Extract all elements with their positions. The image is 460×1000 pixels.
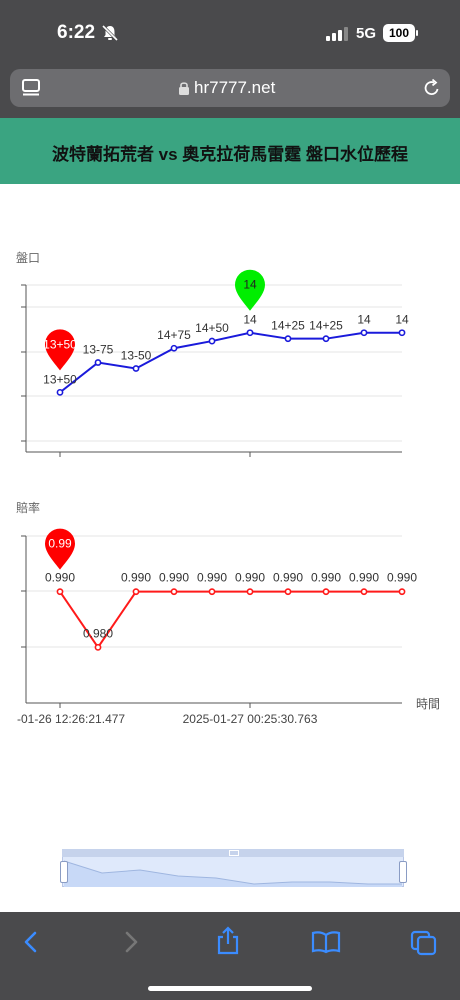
battery-indicator: 100 [383, 24, 415, 42]
reader-icon[interactable] [22, 79, 42, 97]
data-label: 0.990 [387, 571, 417, 585]
data-label: 0.990 [273, 571, 303, 585]
marker-pin[interactable] [45, 329, 75, 371]
bell-slash-icon [101, 24, 119, 42]
slider-grip-icon[interactable] [229, 850, 239, 856]
signal-icon [326, 27, 348, 41]
forward-icon[interactable] [120, 930, 142, 954]
data-point[interactable] [246, 329, 254, 337]
data-point[interactable] [284, 588, 292, 596]
data-label: 14 [243, 313, 257, 327]
slider-top-bar[interactable] [62, 849, 404, 857]
data-point[interactable] [56, 388, 64, 396]
back-icon[interactable] [20, 930, 42, 954]
x-axis-label: 時間 [416, 697, 440, 711]
data-label: 0.990 [197, 571, 227, 585]
y-axis-label: 賠率 [16, 500, 40, 515]
x-tick-label: 2025-01-27 00:25:30.763 [183, 712, 318, 726]
data-point[interactable] [322, 588, 330, 596]
data-point[interactable] [322, 335, 330, 343]
marker-label: 13+50 [43, 337, 77, 351]
marker-pin[interactable] [45, 528, 75, 570]
slider-handle-right[interactable] [399, 861, 407, 883]
data-point[interactable] [246, 588, 254, 596]
data-label: 14+25 [309, 319, 343, 333]
series-line [59, 590, 402, 650]
browser-bottom-toolbar [0, 912, 460, 1000]
reload-icon[interactable] [422, 78, 442, 98]
data-point[interactable] [284, 335, 292, 343]
data-label: 13-75 [83, 343, 114, 357]
marker-pin[interactable] [235, 269, 265, 311]
data-point[interactable] [208, 588, 216, 596]
battery-tip [416, 30, 418, 36]
x-tick-label: -01-26 12:26:21.477 [17, 712, 125, 726]
lock-icon [179, 82, 189, 95]
data-label: 14+50 [195, 321, 229, 335]
slider-handle-left[interactable] [60, 861, 68, 883]
address-bar[interactable]: hr7777.net [10, 69, 450, 107]
series-line [59, 331, 402, 394]
data-label: 0.990 [311, 571, 341, 585]
data-label: 0.990 [235, 571, 265, 585]
network-label: 5G [356, 25, 377, 42]
url-text[interactable]: hr7777.net [194, 78, 276, 97]
data-label: 14 [395, 313, 409, 327]
status-time: 6:22 [57, 22, 96, 43]
data-point[interactable] [398, 329, 406, 337]
data-point[interactable] [360, 588, 368, 596]
slider-preview-line [63, 860, 402, 887]
data-label: 13-50 [121, 349, 152, 363]
data-point[interactable] [360, 329, 368, 337]
share-icon[interactable] [215, 926, 241, 956]
data-label: 13+50 [43, 372, 77, 386]
data-zoom-slider[interactable] [60, 849, 407, 887]
data-point[interactable] [94, 359, 102, 366]
data-point[interactable] [170, 344, 178, 352]
data-label: 0.990 [45, 571, 75, 585]
data-point[interactable] [94, 643, 102, 651]
data-point[interactable] [132, 365, 140, 372]
data-point[interactable] [398, 588, 406, 596]
marker-label: 0.99 [48, 537, 72, 551]
odds-history-charts: 盤口 13+50 13-75 13-50 14+75 14+50 14 14+25 14+25 1… [16, 251, 440, 726]
page-title: 波特蘭拓荒者 vs 奧克拉荷馬雷霆 盤口水位歷程 [51, 145, 409, 164]
data-label: 0.990 [349, 571, 379, 585]
data-label: 0.980 [83, 626, 113, 640]
data-point[interactable] [170, 588, 178, 596]
data-point[interactable] [56, 588, 64, 596]
marker-label: 14 [243, 278, 257, 292]
data-label: 0.990 [121, 571, 151, 585]
data-label: 14 [357, 313, 371, 327]
y-axis-label: 盤口 [16, 251, 40, 265]
data-label: 0.990 [159, 571, 189, 585]
title-band: 波特蘭拓荒者 vs 奧克拉荷馬雷霆 盤口水位歷程 [0, 118, 460, 184]
data-point[interactable] [208, 337, 216, 345]
bookmarks-icon[interactable] [311, 930, 341, 954]
browser-top-chrome: 6:22 5G 100 hr7777.net [0, 0, 460, 118]
data-label: 14+25 [271, 319, 305, 333]
data-label: 14+75 [157, 328, 191, 342]
home-indicator [148, 986, 312, 991]
tabs-icon[interactable] [410, 930, 438, 956]
data-point[interactable] [132, 588, 140, 596]
